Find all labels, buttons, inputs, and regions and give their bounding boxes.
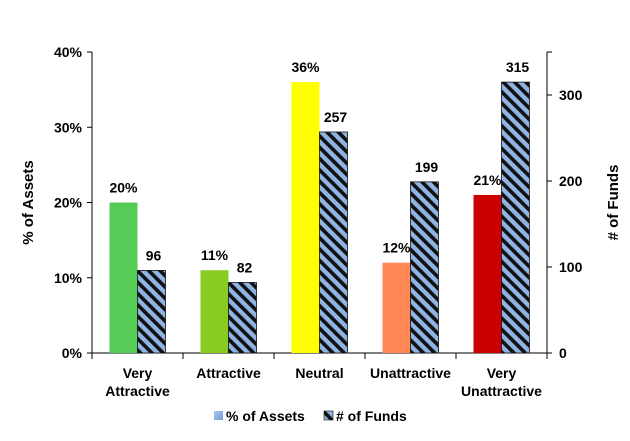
legend-label-assets: % of Assets xyxy=(226,408,305,424)
left-tick-label: 20% xyxy=(54,195,83,211)
left-tick-label: 0% xyxy=(62,345,83,361)
bar-funds xyxy=(137,270,166,354)
right-tick-label: 0 xyxy=(559,345,567,361)
category-label: Very xyxy=(487,365,517,381)
data-label-assets: 20% xyxy=(109,180,138,196)
data-label-assets: 12% xyxy=(382,240,411,256)
data-label-funds: 257 xyxy=(324,109,348,125)
data-label-funds: 199 xyxy=(415,159,439,175)
right-tick-label: 100 xyxy=(559,259,583,275)
right-tick-label: 300 xyxy=(559,87,583,103)
left-tick-label: 10% xyxy=(54,270,83,286)
data-label-assets: 21% xyxy=(473,172,502,188)
y-axis-title: % of Assets xyxy=(20,160,37,244)
bar-assets xyxy=(382,262,411,353)
data-label-funds: 82 xyxy=(237,259,253,275)
legend-swatch-funds xyxy=(323,410,334,421)
bar-assets xyxy=(109,202,138,353)
bar-funds xyxy=(319,131,348,354)
bar-funds xyxy=(228,282,257,354)
category-label: Attractive xyxy=(196,365,261,381)
right-tick-label: 200 xyxy=(559,173,583,189)
left-tick-label: 30% xyxy=(54,119,83,135)
legend-label-funds: # of Funds xyxy=(336,408,407,424)
bar-funds xyxy=(410,181,439,354)
legend-swatch-assets xyxy=(214,411,223,420)
bar-assets xyxy=(200,270,229,353)
bar-assets xyxy=(291,82,320,353)
data-label-funds: 96 xyxy=(146,247,162,263)
category-label: Attractive xyxy=(105,383,170,399)
data-label-assets: 11% xyxy=(201,247,229,263)
category-label: Neutral xyxy=(295,365,343,381)
bar-assets xyxy=(473,194,502,353)
data-label-funds: 315 xyxy=(506,59,530,75)
category-label: Very xyxy=(123,365,153,381)
bar-funds xyxy=(501,81,530,354)
y2-axis-title: # of Funds xyxy=(605,165,622,241)
category-label: Unattractive xyxy=(370,365,451,381)
left-tick-label: 40% xyxy=(54,44,83,60)
category-label: Unattractive xyxy=(461,383,542,399)
data-label-assets: 36% xyxy=(291,59,320,75)
